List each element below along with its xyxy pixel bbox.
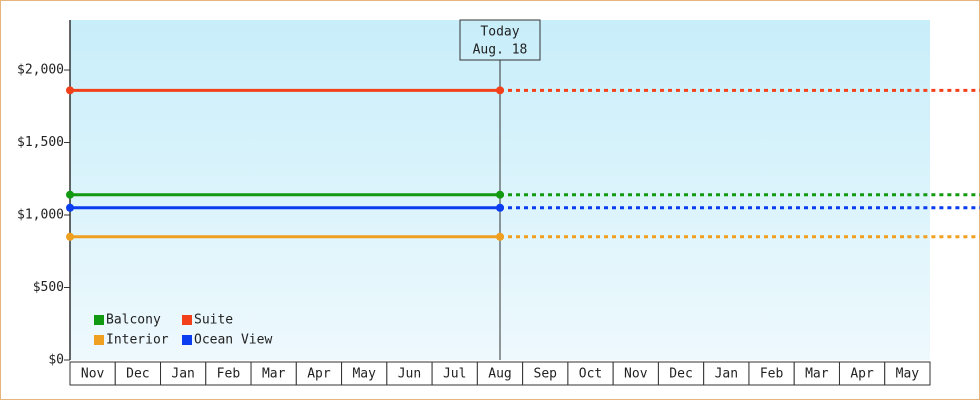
- legend-label: Suite: [194, 313, 233, 328]
- x-tick-label: Sep: [534, 367, 558, 382]
- today-label: Aug. 18: [473, 43, 528, 58]
- y-tick-label: $500: [33, 280, 64, 295]
- legend-swatch: [182, 315, 192, 325]
- today-box: [459, 19, 541, 61]
- x-tick-label: Jan: [171, 367, 194, 382]
- x-tick-label: May: [896, 367, 920, 382]
- point: [496, 86, 504, 95]
- x-tick-label: Feb: [217, 367, 241, 382]
- y-tick-label: $0: [48, 353, 64, 368]
- x-category-cell: [884, 361, 931, 386]
- y-tick-label: $1,500: [17, 135, 64, 150]
- x-tick-label: Jul: [443, 367, 466, 382]
- legend-swatch: [94, 335, 104, 345]
- legend-swatch: [94, 315, 104, 325]
- legend-label: Interior: [106, 333, 169, 348]
- legend-label: Ocean View: [194, 333, 272, 348]
- x-tick-label: Dec: [126, 367, 149, 382]
- point: [66, 86, 74, 95]
- x-tick-label: Feb: [760, 367, 784, 382]
- x-tick-label: Jun: [398, 367, 421, 382]
- point: [66, 203, 74, 212]
- x-tick-label: Apr: [307, 367, 331, 382]
- point: [496, 232, 504, 241]
- legend-label: Balcony: [106, 313, 161, 328]
- x-tick-label: Oct: [579, 367, 602, 382]
- point: [66, 232, 74, 241]
- today-label: Today: [480, 25, 519, 40]
- point: [66, 190, 74, 199]
- y-tick-label: $1,000: [17, 208, 64, 223]
- point: [496, 203, 504, 212]
- point: [496, 190, 504, 199]
- x-tick-label: Jan: [715, 367, 738, 382]
- x-tick-label: Nov: [624, 367, 648, 382]
- legend-swatch: [182, 335, 192, 345]
- x-tick-label: Aug: [488, 367, 511, 382]
- x-tick-label: Mar: [805, 367, 829, 382]
- x-tick-label: May: [352, 367, 376, 382]
- y-tick-label: $2,000: [17, 63, 64, 78]
- x-tick-label: Apr: [850, 367, 874, 382]
- x-tick-label: Mar: [262, 367, 286, 382]
- x-tick-label: Dec: [669, 367, 692, 382]
- x-tick-label: Nov: [81, 367, 105, 382]
